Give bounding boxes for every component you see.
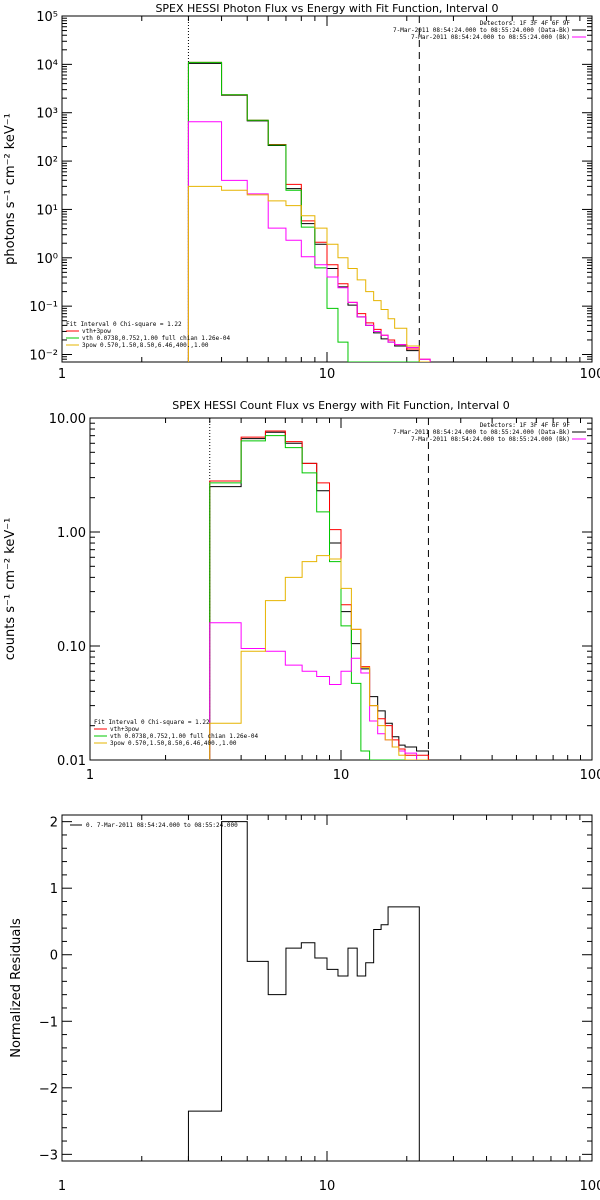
legend-line: Fit Interval 0 Chi-square = 1.22 (94, 719, 210, 726)
series-2-histogram (187, 61, 431, 362)
header-line: 7-Mar-2011 08:54:24.000 to 08:55:24.000 … (393, 27, 570, 34)
chart-title: SPEX HESSI Photon Flux vs Energy with Fi… (155, 2, 498, 15)
y-tick-label: 10⁻¹ (29, 300, 58, 315)
x-tick-label: 1 (58, 1179, 66, 1194)
series-0-histogram (187, 62, 431, 362)
y-tick-label: 1.00 (57, 526, 86, 541)
legend-line: Fit Interval 0 Chi-square = 1.22 (66, 321, 182, 328)
series-0-histogram (187, 821, 420, 1161)
header-line: Detectors: 1F 3F 4F 6F 9F (480, 20, 571, 27)
photon-flux-chart: SPEX HESSI Photon Flux vs Energy with Fi… (3, 2, 600, 382)
y-axis-label: counts s⁻¹ cm⁻² keV⁻¹ (3, 518, 18, 661)
x-tick-label: 100 (580, 1179, 600, 1194)
x-tick-label: 1 (86, 768, 94, 783)
y-tick-label: 0.01 (57, 754, 86, 769)
plot-frame (61, 15, 593, 363)
x-tick-label: 10 (319, 367, 336, 382)
legend-line: vth 0.0738,0.752,1.00 full chian 1.26e-0… (82, 335, 230, 342)
residuals-chart: Normalized Residuals 1 10 100 −3 −2 −1 0 1 2 0. 7-… (9, 814, 600, 1194)
y-tick-label: 10³ (36, 107, 58, 122)
legend-line: 3pow 0.570,1.50,8.50,6.46,400.,1.00 (110, 740, 237, 747)
header-line: 7-Mar-2011 08:54:24.000 to 08:55:24.000 … (393, 429, 570, 436)
series-2-histogram (209, 435, 429, 760)
count-flux-chart: SPEX HESSI Count Flux vs Energy with Fit… (3, 399, 600, 783)
series-0-histogram (209, 431, 429, 760)
legend-line: vth+3pow (110, 726, 139, 733)
y-tick-label: −2 (39, 1082, 58, 1097)
x-tick-label: 100 (580, 367, 600, 382)
y-tick-label: 10.00 (49, 412, 86, 427)
y-tick-label: 1 (50, 882, 58, 897)
series-4-histogram (209, 555, 429, 760)
y-axis-label: Normalized Residuals (9, 918, 24, 1058)
legend-line: vth 0.0738,0.752,1.00 full chian 1.26e-0… (110, 733, 258, 740)
series-3-histogram (187, 121, 431, 362)
y-tick-label: 0 (50, 949, 58, 964)
y-tick-label: −3 (39, 1148, 58, 1163)
x-tick-label: 1 (58, 367, 66, 382)
y-tick-label: 10¹ (36, 203, 58, 218)
y-tick-label: 10⁴ (36, 58, 58, 73)
x-tick-label: 100 (580, 768, 600, 783)
y-tick-label: 10² (36, 155, 58, 170)
y-tick-label: 10⁰ (36, 252, 58, 267)
series-1-histogram (209, 430, 429, 760)
chart-title: SPEX HESSI Count Flux vs Energy with Fit… (172, 399, 509, 412)
y-tick-label: 10⁵ (36, 10, 58, 25)
legend-line: 0. 7-Mar-2011 08:54:24.000 to 08:55:24.0… (86, 822, 238, 829)
header-line: 7-Mar-2011 08:54:24.000 to 08:55:24.000 … (411, 436, 570, 443)
series-4-histogram (187, 185, 431, 362)
series-1-histogram (187, 61, 431, 362)
y-tick-label: 0.10 (57, 640, 86, 655)
y-tick-label: 2 (50, 816, 58, 831)
header-line: 7-Mar-2011 08:54:24.000 to 08:55:24.000 … (411, 34, 570, 41)
header-line: Detectors: 1F 3F 4F 6F 9F (480, 422, 571, 429)
legend-line: 3pow 0.570,1.50,8.50,6.46,400.,1.00 (82, 342, 209, 349)
y-tick-label: 10⁻² (29, 349, 58, 364)
y-tick-label: −1 (39, 1015, 58, 1030)
y-axis-label: photons s⁻¹ cm⁻² keV⁻¹ (3, 113, 18, 265)
x-tick-label: 10 (333, 768, 350, 783)
x-tick-label: 10 (319, 1179, 336, 1194)
legend-line: vth+3pow (82, 328, 111, 335)
plot-frame (61, 814, 593, 1162)
